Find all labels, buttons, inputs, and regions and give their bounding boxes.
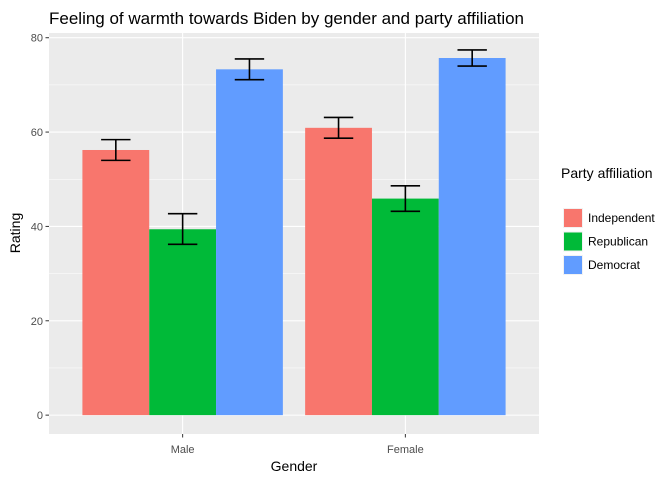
bar-republican-female (371, 198, 439, 416)
x-tick-label: Male (171, 444, 195, 456)
legend-label-republican: Republican (588, 235, 648, 249)
bar-independent-male (82, 149, 150, 416)
legend-swatch-republican (564, 232, 582, 251)
x-tick-label: Female (387, 444, 424, 456)
y-axis-title: Rating (7, 213, 23, 253)
y-tick-label: 60 (31, 127, 43, 139)
legend-swatch-independent (564, 209, 582, 227)
legend-swatch-democrat (564, 256, 582, 274)
y-axis: 0 20 40 60 80 (31, 33, 49, 422)
y-tick-label: 20 (31, 316, 43, 328)
bar-republican-male (149, 229, 217, 416)
legend-label-democrat: Democrat (588, 258, 641, 272)
bar-democrat-male (216, 69, 283, 416)
x-axis: Male Female (171, 434, 424, 456)
bar-democrat-female (438, 58, 506, 416)
x-axis-title: Gender (271, 458, 318, 474)
y-tick-label: 0 (37, 410, 43, 422)
error-bars (101, 49, 487, 246)
bar-independent-female (305, 127, 372, 416)
y-tick-label: 40 (31, 221, 43, 233)
legend-title: Party affiliation (561, 165, 653, 181)
bars (82, 58, 506, 416)
legend-label-independent: Independent (588, 211, 655, 225)
y-tick-label: 80 (31, 33, 43, 45)
chart-title: Feeling of warmth towards Biden by gende… (49, 9, 524, 28)
legend: Party affiliation Independent Republican D… (561, 165, 655, 275)
